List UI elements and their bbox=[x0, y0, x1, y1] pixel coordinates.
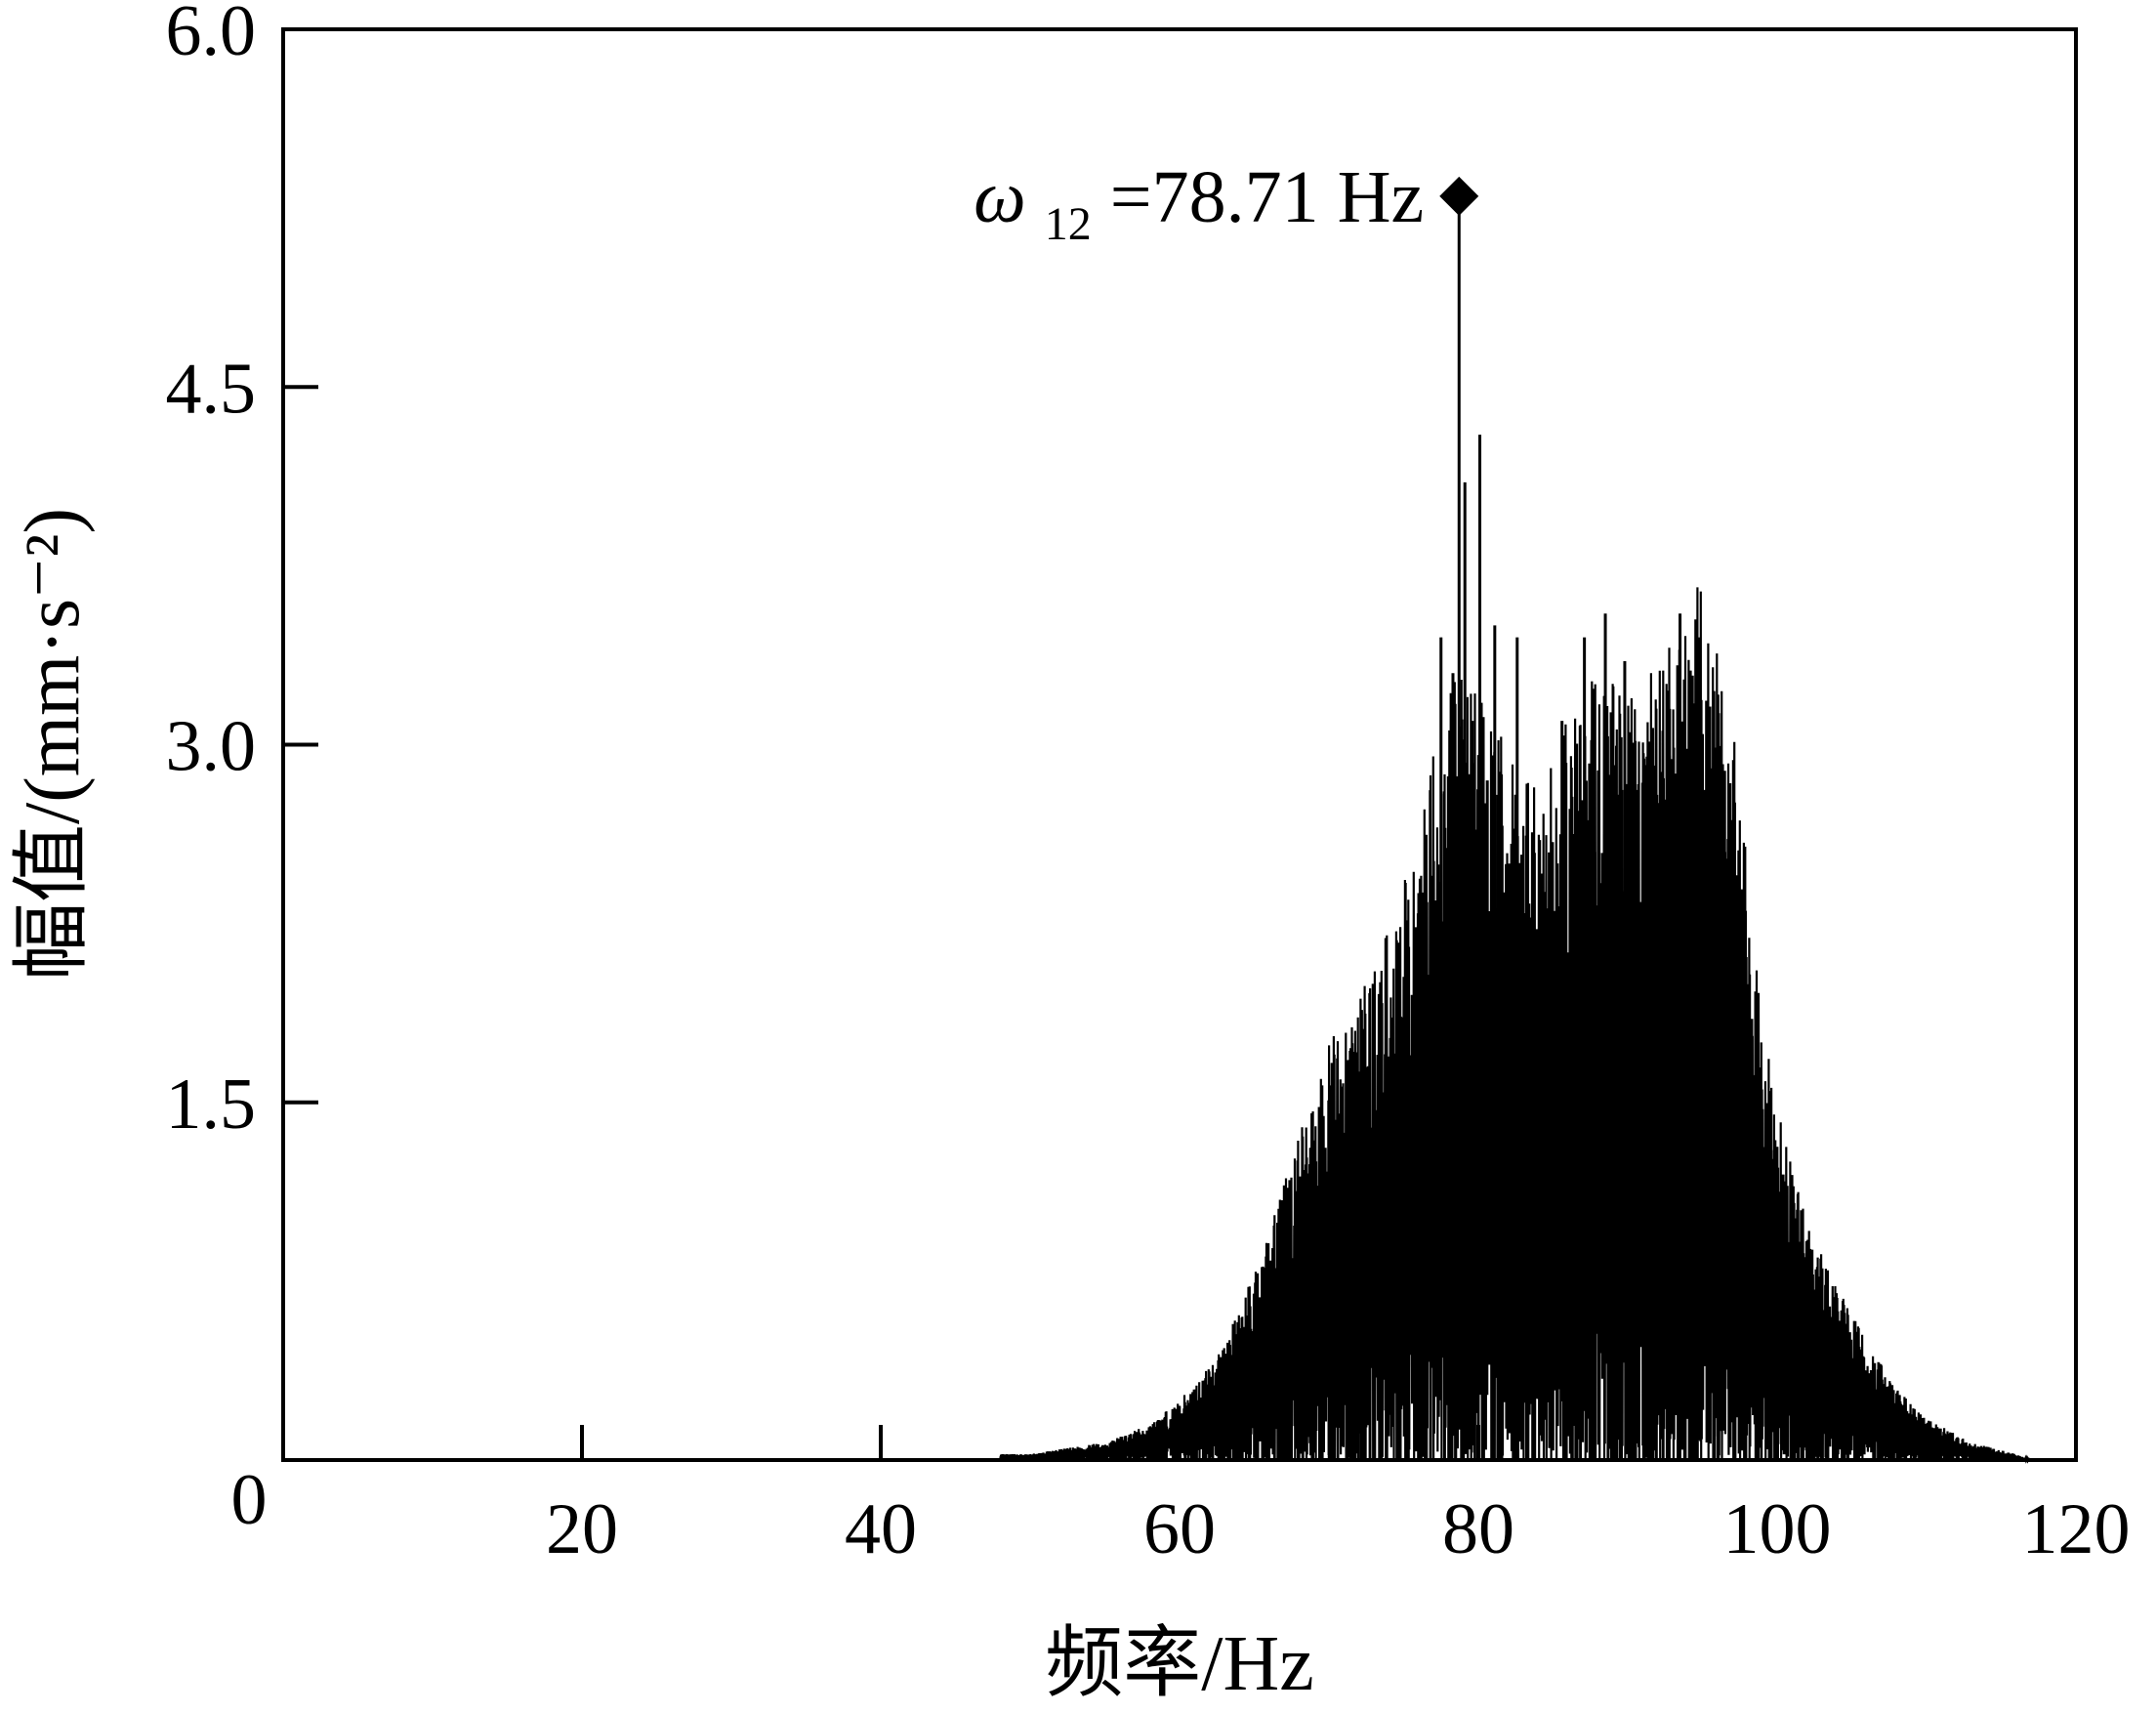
x-tick-label: 40 bbox=[845, 1489, 917, 1569]
peak-diamond-marker bbox=[1439, 176, 1479, 216]
peak-label: ω 12 =78.71 Hz bbox=[974, 156, 1424, 256]
x-tick-label: 80 bbox=[1442, 1489, 1514, 1569]
origin-label: 0 bbox=[231, 1460, 268, 1540]
x-tick-label: 60 bbox=[1143, 1489, 1216, 1569]
spectrum-series bbox=[283, 195, 2076, 1464]
peak-label-symbol: ω bbox=[974, 156, 1026, 238]
y-tick-labels: 1.5 3.0 4.5 6.0 bbox=[166, 0, 257, 1145]
x-axis-label: 频率/Hz bbox=[1045, 1621, 1314, 1707]
y-tick-label: 6.0 bbox=[166, 0, 257, 71]
x-tick-label: 20 bbox=[546, 1489, 618, 1569]
axis-ticks bbox=[283, 385, 1779, 1460]
x-tick-label: 100 bbox=[1723, 1489, 1832, 1569]
x-tick-labels: 20 40 60 80 100 120 bbox=[546, 1489, 2131, 1569]
x-tick-label: 120 bbox=[2022, 1489, 2131, 1569]
peak-annotation: ω 12 =78.71 Hz bbox=[974, 156, 1479, 256]
y-tick-label: 3.0 bbox=[166, 707, 257, 787]
y-tick-label: 4.5 bbox=[166, 349, 257, 429]
y-axis-label: 幅值/(mm·s⁻²) bbox=[10, 508, 96, 981]
peak-label-subscript: 12 bbox=[1045, 198, 1092, 250]
y-tick-label: 1.5 bbox=[166, 1065, 257, 1145]
peak-label-value: =78.71 Hz bbox=[1110, 156, 1424, 238]
